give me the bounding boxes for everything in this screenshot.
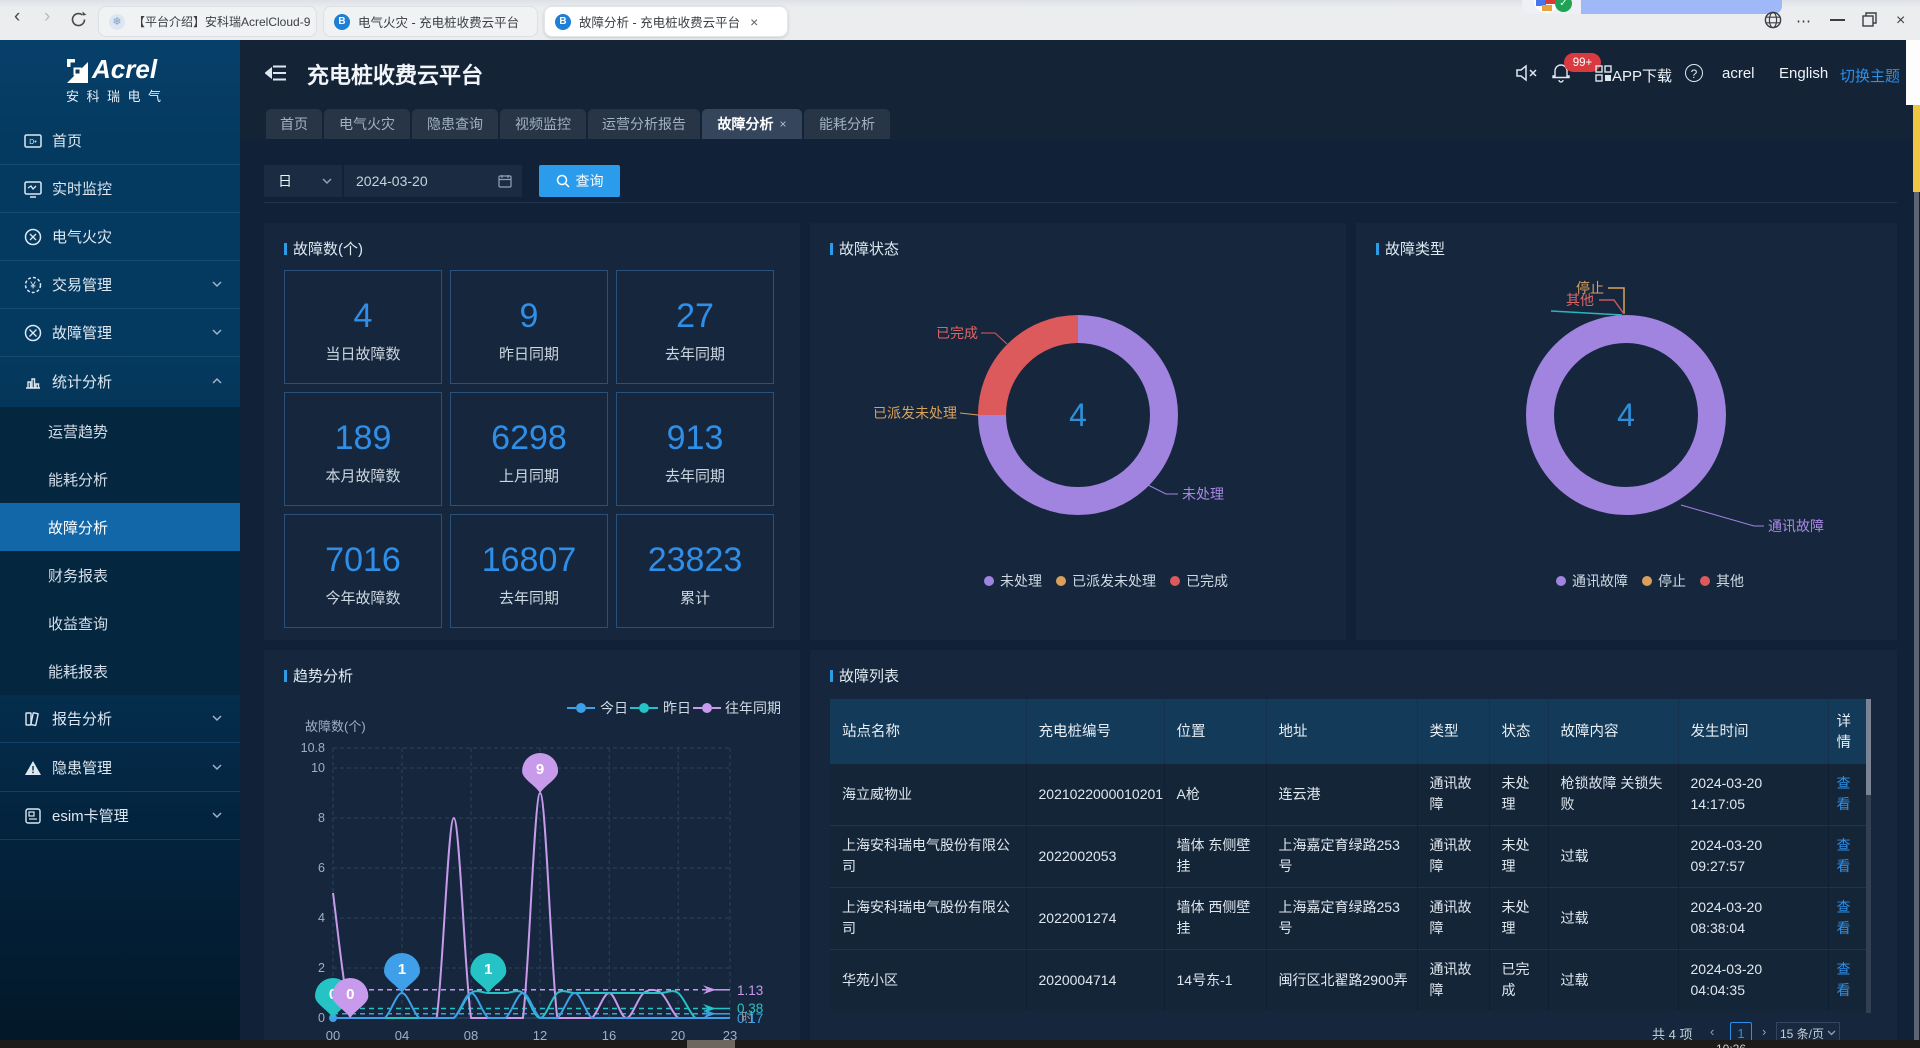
svg-text:故障数(个): 故障数(个) [305,719,366,734]
svg-text:20: 20 [671,1028,685,1040]
svg-text:未处理: 未处理 [1182,486,1224,502]
svg-text:¥: ¥ [29,280,36,291]
svg-text:4: 4 [318,911,325,925]
svg-text:23: 23 [723,1028,737,1040]
svg-text:10.8: 10.8 [301,741,325,755]
svg-text:9: 9 [536,761,544,778]
svg-text:停止: 停止 [1576,280,1604,296]
svg-text:已完成: 已完成 [936,325,978,341]
svg-text:昨日: 昨日 [663,700,691,716]
svg-text:10: 10 [311,761,325,775]
svg-text:1: 1 [484,961,492,978]
svg-text:1.13: 1.13 [737,983,763,998]
svg-text:00: 00 [326,1028,340,1040]
svg-text:0.17: 0.17 [737,1011,763,1026]
svg-text:时: 时 [741,1010,754,1025]
svg-text:4: 4 [1617,397,1635,433]
svg-text:其他: 其他 [1566,292,1594,308]
svg-text:6: 6 [318,861,325,875]
svg-text:04: 04 [395,1028,409,1040]
svg-text:16: 16 [602,1028,616,1040]
svg-text:2: 2 [318,961,325,975]
svg-text:0.38: 0.38 [737,1001,763,1016]
svg-text:1: 1 [398,961,406,978]
svg-text:0: 0 [318,1011,325,1025]
svg-text:今日: 今日 [600,700,628,716]
svg-text:已派发未处理: 已派发未处理 [873,405,957,421]
svg-text:往年同期: 往年同期 [725,700,781,716]
svg-text:0: 0 [346,986,354,1003]
svg-text:08: 08 [464,1028,478,1040]
svg-text:通讯故障: 通讯故障 [1768,518,1824,534]
svg-text:4: 4 [1069,397,1087,433]
svg-text:12: 12 [533,1028,547,1040]
svg-text:8: 8 [318,811,325,825]
svg-text:D•: D• [29,139,37,146]
